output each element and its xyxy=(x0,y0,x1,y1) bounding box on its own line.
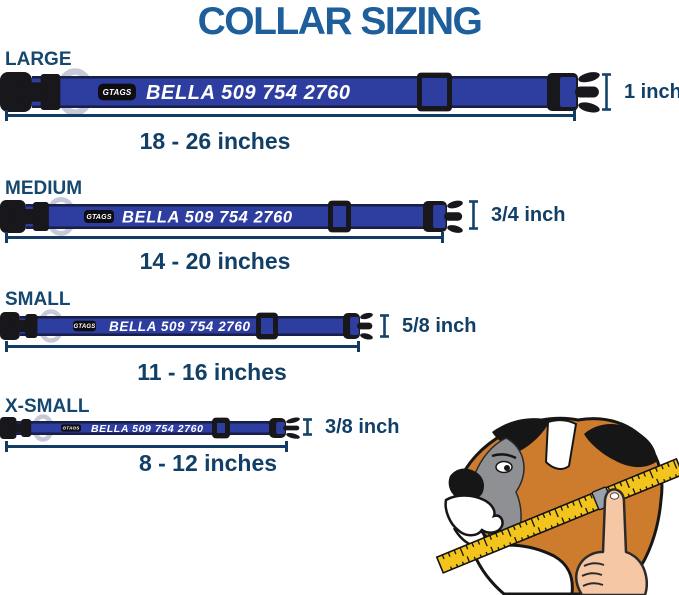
measuring-tape-ticks xyxy=(441,459,678,570)
width-label-large: 1 inch xyxy=(624,80,679,103)
buckle-prong-center xyxy=(283,425,300,431)
buckle-male-window xyxy=(276,422,285,434)
measure-tick-right xyxy=(285,441,288,452)
buckle-prong-bottom xyxy=(360,333,373,340)
width-bracket-icon xyxy=(303,418,312,436)
collar-graphic-medium: GTAGS BELLA 509 754 2760 xyxy=(0,197,463,236)
buckle-prong-top xyxy=(578,72,600,83)
buckle-prong-top xyxy=(360,312,373,320)
brand-tag xyxy=(84,210,114,223)
buckle-prong-top xyxy=(447,200,463,209)
measure-tick-left xyxy=(5,441,8,452)
fingernail xyxy=(609,492,620,500)
width-label-medium: 3/4 inch xyxy=(491,203,566,226)
buckle-female xyxy=(0,417,17,439)
measure-tick-left xyxy=(5,341,8,352)
width-label-small: 5/8 inch xyxy=(402,314,477,337)
buckle-female-tab xyxy=(13,209,37,224)
measure-tick-right xyxy=(357,341,360,352)
buckle-prong-bottom xyxy=(578,102,600,113)
collar-graphic-large: GTAGS BELLA 509 754 2760 xyxy=(0,68,600,116)
buckle-female xyxy=(0,72,32,112)
buckle-female-tab xyxy=(10,320,29,332)
buckle-male-window xyxy=(560,77,577,107)
dog-ear xyxy=(584,424,657,468)
measure-tick-left xyxy=(5,232,8,243)
buckle-female-flare xyxy=(32,202,49,231)
strap-slider-window xyxy=(422,78,447,106)
brand-tag xyxy=(98,83,136,101)
collar-graphic-small: GTAGS BELLA 509 754 2760 xyxy=(0,309,373,343)
brand-tag xyxy=(61,424,81,432)
buckle-female-flare xyxy=(25,314,38,338)
width-gauge-small: 5/8 inch xyxy=(378,314,476,338)
collar-graphic-xsmall: GTAGS BELLA 509 754 2760 xyxy=(0,414,300,442)
width-gauge-xsmall: 3/8 inch xyxy=(301,415,400,438)
buckle-male-window xyxy=(350,317,359,335)
brand-tag-text: GTAGS xyxy=(74,324,96,330)
buckle-female-flare xyxy=(21,419,32,437)
hand xyxy=(575,488,649,595)
dog-nose xyxy=(448,468,484,501)
measure-tick-left xyxy=(5,110,8,121)
collar-name-text: BELLA 509 754 2760 xyxy=(109,319,251,334)
width-bracket-icon xyxy=(602,73,611,111)
length-measure-line-large xyxy=(5,110,576,121)
collar-strap xyxy=(16,423,280,433)
buckle-female-tab xyxy=(16,82,46,102)
buckle-female-tab xyxy=(8,423,24,433)
strap-slider-window xyxy=(217,423,225,433)
length-measure-line-medium xyxy=(5,232,444,243)
measure-tick-right xyxy=(441,232,444,243)
brand-tag-text: GTAGS xyxy=(103,88,132,97)
buckle-prong-bottom xyxy=(286,433,300,439)
buckle-prong-top xyxy=(286,417,300,424)
buckle-female xyxy=(0,200,26,233)
page-title: COLLAR SIZING xyxy=(197,0,483,43)
width-label-xsmall: 3/8 inch xyxy=(325,415,400,438)
dog-muzzle xyxy=(444,494,504,537)
boxer-dog-measuring-tape-illustration xyxy=(435,416,679,595)
strap-slider-window xyxy=(333,206,346,227)
length-range-label-medium: 14 - 20 inches xyxy=(139,248,291,274)
width-bracket-icon xyxy=(380,314,389,338)
length-range-label-large: 18 - 26 inches xyxy=(139,128,291,154)
brand-tag-text: GTAGS xyxy=(63,426,81,431)
width-bracket-icon xyxy=(469,200,478,230)
width-gauge-medium: 3/4 inch xyxy=(467,200,565,230)
buckle-prong-center xyxy=(575,86,599,98)
buckle-prong-bottom xyxy=(447,225,463,233)
dog-blaze xyxy=(544,419,578,470)
size-heading-large: LARGE xyxy=(5,49,72,70)
length-range-label-xsmall: 8 - 12 inches xyxy=(138,450,278,476)
buckle-male-window xyxy=(433,205,446,228)
buckle-female xyxy=(0,312,20,340)
dog-brow-line xyxy=(491,453,517,460)
measure-tick-right xyxy=(573,110,576,121)
brand-tag xyxy=(73,320,96,332)
buckle-prong-center xyxy=(444,212,463,221)
size-heading-xsmall: X-SMALL xyxy=(5,396,90,417)
length-measure-line-xsmall xyxy=(5,441,288,452)
hand-knuckle-lines xyxy=(581,562,605,587)
collar-name-text: BELLA 509 754 2760 xyxy=(122,208,293,226)
collar-name-text: BELLA 509 754 2760 xyxy=(91,423,204,435)
brand-tag-text: GTAGS xyxy=(86,214,112,221)
length-measure-line-small xyxy=(5,341,360,352)
buckle-prong-center xyxy=(357,322,373,330)
length-range-label-small: 11 - 16 inches xyxy=(137,359,287,385)
buckle-female-flare xyxy=(40,74,61,110)
strap-slider-window xyxy=(261,318,273,334)
width-gauge-large: 1 inch xyxy=(600,73,679,111)
size-heading-small: SMALL xyxy=(5,289,71,310)
size-heading-medium: MEDIUM xyxy=(5,178,83,199)
collar-name-text: BELLA 509 754 2760 xyxy=(146,82,351,104)
dog-pupil xyxy=(504,465,510,471)
